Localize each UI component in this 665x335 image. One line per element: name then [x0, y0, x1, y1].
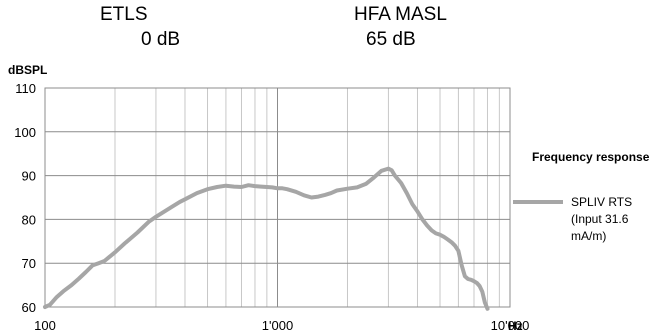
series-line	[43, 166, 490, 311]
y-tick-label: 100	[14, 125, 36, 140]
y-tick-label: 60	[22, 300, 36, 315]
y-tick-label: 70	[22, 256, 36, 271]
legend-label-line: mA/m)	[571, 229, 606, 243]
series-layer	[43, 166, 490, 311]
hfa-masl-label: HFA MASL	[354, 4, 447, 25]
plot-area-frame	[44, 87, 511, 308]
minor-gridlines	[114, 88, 500, 307]
hfa-masl-value: 65 dB	[366, 29, 416, 50]
x-tick-label: 1'000	[262, 318, 293, 333]
legend-label-line: SPLIV RTS	[571, 195, 632, 209]
legend-title: Frequency response	[532, 150, 650, 164]
legend-entry: SPLIV RTS (Input 31.6 mA/m)	[571, 195, 632, 243]
etls-label: ETLS	[100, 4, 148, 25]
x-axis-ticks: 100 1'000 10'000	[34, 318, 529, 333]
etls-value: 0 dB	[141, 29, 181, 50]
x-axis-unit-label: Hz	[508, 319, 523, 333]
y-axis-ticks: 60 70 80 90 100 110	[14, 81, 36, 315]
x-tick-label: 100	[34, 318, 56, 333]
y-tick-label: 80	[22, 212, 36, 227]
y-tick-label: 110	[15, 81, 36, 96]
y-axis-label: dBSPL	[8, 63, 47, 77]
legend-label-line: (Input 31.6	[571, 212, 629, 226]
x-tick-label: 10'000	[491, 318, 530, 333]
y-tick-label: 90	[22, 169, 36, 184]
